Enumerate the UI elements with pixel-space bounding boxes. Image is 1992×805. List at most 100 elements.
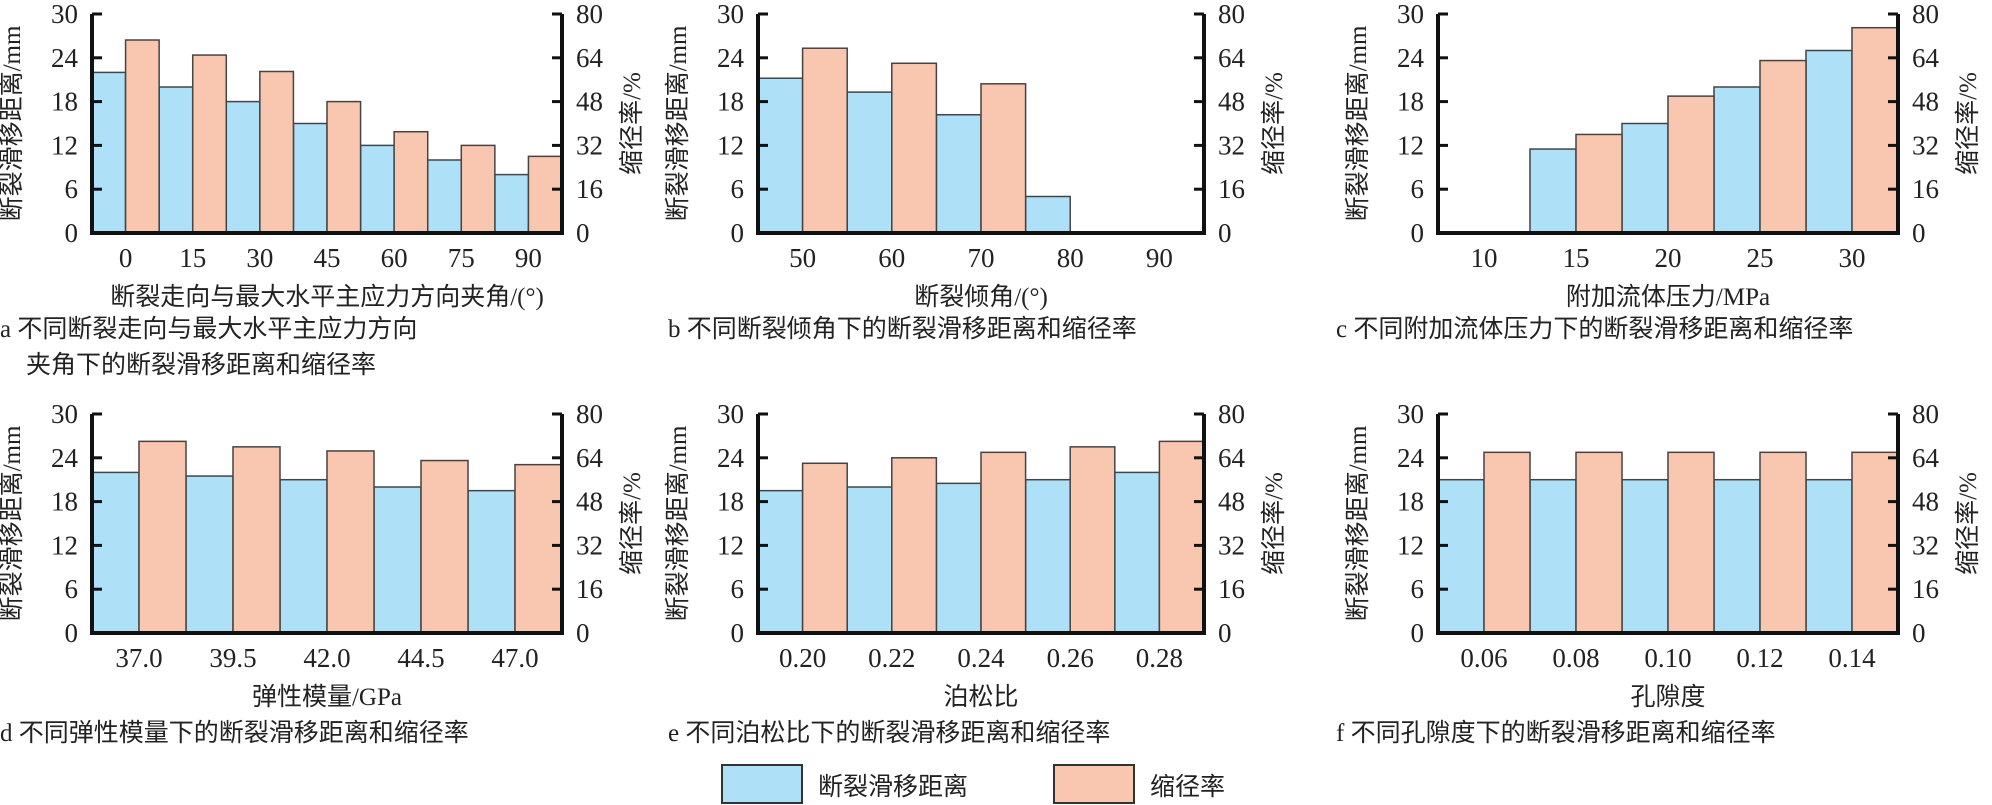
x-tick-label: 44.5 — [397, 643, 444, 673]
slip-bar-0.06 — [1437, 478, 1485, 634]
right-tick-label: 16 — [1912, 174, 1939, 204]
panel-caption: e 不同泊松比下的断裂滑移距离和缩径率 — [668, 719, 1110, 747]
panel-caption: f 不同孔隙度下的断裂滑移距离和缩径率 — [1336, 719, 1776, 747]
right-tick-label: 16 — [1218, 574, 1245, 604]
left-axis-title: 断裂滑移距离/mm — [1344, 425, 1372, 621]
x-tick-label: 0.12 — [1736, 643, 1783, 673]
left-axis-title: 断裂滑移距离/mm — [664, 425, 692, 621]
slip-bar-0.26 — [1024, 478, 1071, 634]
left-tick-label: 18 — [51, 487, 78, 517]
left-tick-label: 18 — [717, 87, 744, 117]
x-axis-title: 断裂倾角/(°) — [914, 283, 1048, 311]
ratio-bar-0.08 — [1575, 451, 1623, 634]
slip-bar-20 — [1621, 122, 1669, 234]
left-tick-label: 12 — [1397, 130, 1424, 160]
left-tick-label: 12 — [717, 130, 744, 160]
left-axis-title: 断裂滑移距离/mm — [0, 425, 26, 621]
right-tick-label: 0 — [1218, 618, 1232, 648]
left-tick-label: 6 — [65, 574, 79, 604]
left-tick-label: 30 — [51, 0, 78, 29]
left-tick-label: 0 — [1411, 218, 1425, 248]
x-tick-label: 0.24 — [957, 643, 1005, 673]
slip-bar-75 — [426, 159, 463, 234]
slip-bar-0 — [91, 71, 127, 234]
x-tick-label: 39.5 — [209, 643, 256, 673]
slip-bar-30 — [1805, 49, 1853, 234]
right-tick-label: 64 — [1912, 443, 1940, 473]
ratio-bar-60 — [891, 62, 938, 234]
ratio-bar-44.5 — [420, 459, 469, 634]
x-tick-label: 30 — [1839, 243, 1866, 273]
left-axis-title: 断裂滑移距离/mm — [0, 25, 26, 221]
panel-caption: a 不同断裂走向与最大水平主应力方向 — [0, 315, 417, 343]
legend-label-ratio: 缩径率 — [1150, 773, 1225, 801]
left-axis-title: 断裂滑移距离/mm — [1344, 25, 1372, 221]
left-tick-label: 30 — [1397, 0, 1424, 29]
x-tick-label: 60 — [381, 243, 408, 273]
x-tick-label: 0.26 — [1047, 643, 1094, 673]
ratio-bar-37.0 — [138, 440, 187, 634]
right-tick-label: 16 — [576, 574, 603, 604]
x-tick-label: 50 — [789, 243, 816, 273]
ratio-bar-75 — [460, 144, 496, 234]
panel-b: 0 6 12 18 24 30 0 16 32 48 64 80 断裂滑移距离/mm 缩径率/% 50 60 7… — [664, 0, 1288, 343]
legend-swatch-slip — [721, 764, 803, 804]
left-tick-label: 12 — [1397, 530, 1424, 560]
ratio-bar-20 — [1667, 95, 1715, 234]
left-tick-label: 30 — [717, 399, 744, 429]
panel-e: 0 6 12 18 24 30 0 16 32 48 64 80 断裂滑移距离/mm 缩径率/% 0.20 0… — [664, 399, 1288, 747]
left-tick-label: 6 — [65, 174, 79, 204]
left-tick-label: 18 — [1397, 87, 1424, 117]
slip-bar-0.10 — [1621, 478, 1669, 634]
slip-bar-39.5 — [185, 475, 234, 634]
x-tick-label: 0.10 — [1644, 643, 1691, 673]
legend-swatch-ratio — [1053, 764, 1135, 804]
left-tick-label: 24 — [1397, 443, 1425, 473]
ratio-bar-0.26 — [1069, 446, 1116, 634]
right-tick-label: 32 — [1912, 130, 1939, 160]
ratio-bar-70 — [980, 83, 1027, 234]
ratio-bar-42.0 — [326, 450, 375, 634]
right-tick-label: 16 — [1218, 174, 1245, 204]
slip-bar-30 — [225, 100, 261, 234]
ratio-bar-15 — [191, 54, 228, 234]
left-tick-label: 0 — [731, 218, 745, 248]
left-tick-label: 24 — [717, 443, 745, 473]
left-tick-label: 24 — [51, 443, 79, 473]
right-tick-label: 80 — [1218, 0, 1245, 29]
left-tick-label: 18 — [717, 487, 744, 517]
slip-bar-15 — [1529, 148, 1577, 234]
ratio-bar-47.0 — [514, 463, 563, 634]
panel-d: 0 6 12 18 24 30 0 16 32 48 64 80 断裂滑移距离/mm 缩径率/% 37.0 3… — [0, 399, 646, 747]
left-tick-label: 24 — [51, 43, 79, 73]
left-tick-label: 30 — [51, 399, 78, 429]
x-tick-label: 47.0 — [491, 643, 538, 673]
x-tick-label: 45 — [314, 243, 341, 273]
x-tick-label: 25 — [1747, 243, 1774, 273]
slip-bar-44.5 — [373, 486, 422, 634]
slip-bar-25 — [1713, 86, 1761, 234]
right-tick-label: 80 — [1912, 0, 1939, 29]
right-tick-label: 0 — [1912, 218, 1926, 248]
right-tick-label: 64 — [576, 43, 604, 73]
ratio-bar-90 — [527, 155, 563, 234]
left-tick-label: 0 — [65, 618, 79, 648]
right-tick-label: 64 — [1912, 43, 1940, 73]
panel-caption: b 不同断裂倾角下的断裂滑移距离和缩径率 — [668, 315, 1137, 343]
ratio-bar-15 — [1575, 133, 1623, 234]
right-tick-label: 0 — [1218, 218, 1232, 248]
panel-caption: 夹角下的断裂滑移距离和缩径率 — [26, 351, 376, 379]
ratio-bar-0.28 — [1158, 440, 1205, 634]
slip-bar-0.20 — [757, 489, 804, 634]
right-tick-label: 80 — [576, 0, 603, 29]
right-tick-label: 48 — [1218, 487, 1245, 517]
slip-bar-0.24 — [935, 482, 982, 634]
x-axis-title: 泊松比 — [943, 683, 1018, 711]
right-tick-label: 48 — [576, 87, 603, 117]
right-tick-label: 32 — [1218, 530, 1245, 560]
ratio-bar-0.06 — [1483, 451, 1531, 634]
x-tick-label: 30 — [246, 243, 273, 273]
right-tick-label: 64 — [1218, 443, 1246, 473]
right-axis-title: 缩径率/% — [1954, 472, 1982, 575]
ratio-bar-0.20 — [801, 462, 848, 634]
